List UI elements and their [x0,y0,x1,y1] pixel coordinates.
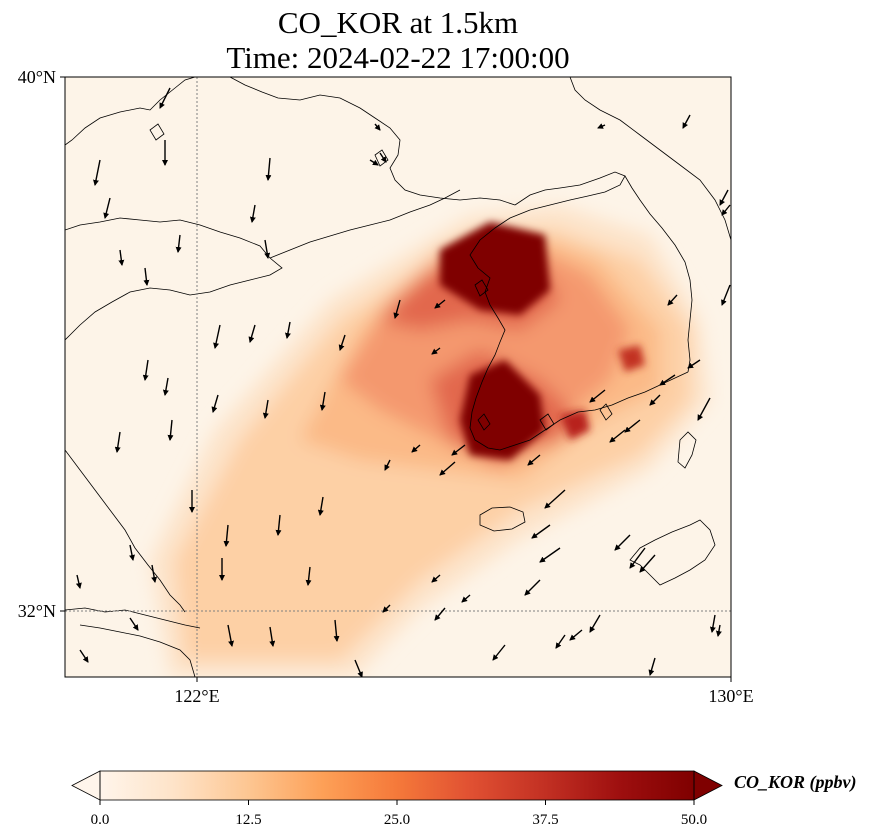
wind-vector-arrow [333,619,340,642]
colorbar: 0.0 12.5 25.0 37.5 50.0 CO_KOR (ppbv) [71,770,857,828]
wind-vector-arrow [609,429,626,443]
wind-vector-arrow [451,444,466,456]
wind-vector-arrow [248,324,256,343]
wind-vector-arrow [369,159,379,166]
wind-vector-arrow [213,324,221,349]
concentration-field [150,205,710,677]
wind-vector-arrow [211,394,219,413]
wind-vector-arrow [544,489,566,509]
wind-vector-arrow [159,87,171,109]
lat-tick-label-40: 40°N [18,67,56,87]
wind-vector-arrow [709,614,716,633]
wind-vector-arrow [374,123,381,131]
wind-vector-arrow [269,626,276,647]
wind-vector-arrow [589,614,601,633]
wind-vector-arrow [118,249,125,266]
wind-vector-arrow [338,334,346,351]
wind-vector-arrow [114,431,121,453]
wind-vector-arrow [629,547,646,569]
wind-vector-arrow [354,659,363,677]
wind-vector-arrow [597,123,606,129]
lon-tick-label-130: 130°E [708,686,753,706]
wind-vector-arrow [167,419,174,441]
map-area [65,77,731,677]
wind-vector-arrow [129,544,135,561]
wind-vector-arrow [434,299,446,309]
colorbar-tick-label: 0.0 [91,812,110,828]
lat-tick-label-32: 32°N [18,601,56,621]
wind-vector-arrow [227,624,235,647]
wind-vectors [75,87,731,677]
wind-vector-arrow [431,347,441,355]
wind-vector-arrow [151,564,158,583]
wind-vector-arrow [461,594,471,603]
colorbar-title: CO_KOR (ppbv) [734,772,857,793]
wind-vector-arrow [379,152,387,163]
wind-vector-arrow [687,359,701,369]
colorbar-gradient [100,771,694,800]
wind-vector-arrow [721,284,731,306]
wind-vector-arrow [93,159,101,186]
wind-vector-arrow [589,389,606,403]
wind-vector-arrow [162,377,169,396]
wind-vector-arrow [264,239,271,259]
wind-vector-arrow [639,554,656,573]
wind-vector-arrow [614,534,631,551]
wind-vector-arrow [382,604,391,613]
wind-vector-arrow [317,496,324,516]
wind-vector-arrow [431,574,441,583]
wind-vector-arrow [384,459,391,471]
wind-vector-arrow [697,397,711,421]
wind-vector-arrow [719,189,729,206]
wind-vector-arrow [393,299,401,319]
wind-vector-arrow [667,294,678,306]
wind-vector-arrow [524,579,541,596]
wind-vector-arrow [715,624,722,637]
wind-vector-arrow [555,634,566,649]
map-title-line-1: CO_KOR at 1.5km [277,5,519,40]
wind-vector-arrow [129,617,139,631]
lon-tick-label-122: 122°E [174,686,219,706]
colorbar-ticks: 0.0 12.5 25.0 37.5 50.0 [91,800,707,828]
wind-vector-arrow [284,321,291,339]
wind-vector-arrow [527,454,541,466]
colorbar-tick-label: 50.0 [681,812,707,828]
wind-vector-arrow [175,234,182,253]
colorbar-tick-label: 25.0 [384,812,410,828]
wind-vector-arrow [262,399,269,419]
colorbar-tick-label: 37.5 [532,812,558,828]
wind-vector-arrow [319,391,326,411]
wind-vector-arrow [223,524,230,547]
wind-vector-arrow [648,657,656,676]
wind-vector-arrow [624,419,641,433]
wind-vector-arrow [569,629,583,641]
wind-vector-arrow [103,197,111,219]
colorbar-extend-min [71,770,101,801]
map-frame [64,76,732,678]
map-title-line-2: Time: 2024-02-22 17:00:00 [226,40,570,75]
wind-vector-arrow [434,607,446,621]
wind-vector-arrow [439,461,456,476]
wind-vector-arrow [411,444,421,453]
wind-vector-arrow [539,547,561,563]
wind-vector-arrow [143,267,150,286]
wind-vector-arrow [249,204,256,223]
wind-vector-arrow [682,114,691,129]
coastlines [65,77,731,677]
colorbar-tick-label: 12.5 [235,812,261,828]
wind-vector-arrow [492,644,506,661]
wind-vector-arrow [275,514,282,536]
wind-vector-arrow [75,574,82,589]
colorbar-extend-max [693,770,723,801]
wind-vector-arrow [305,566,312,586]
wind-vector-arrow [531,524,551,539]
wind-vector-arrow [649,394,661,406]
wind-vector-arrow [721,204,731,216]
wind-vector-arrow [659,374,676,386]
wind-vector-arrow [265,157,272,181]
wind-vector-arrow [79,649,89,663]
wind-vector-arrow [142,359,149,381]
